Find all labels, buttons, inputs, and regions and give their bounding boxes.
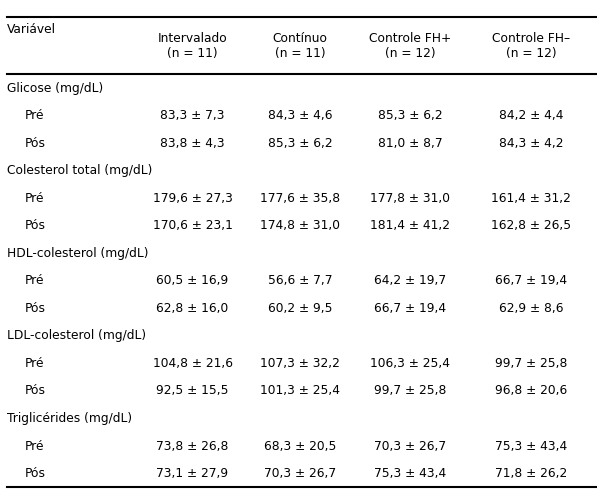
Text: 68,3 ± 20,5: 68,3 ± 20,5 — [264, 439, 336, 452]
Text: 64,2 ± 19,7: 64,2 ± 19,7 — [374, 274, 447, 287]
Text: 66,7 ± 19,4: 66,7 ± 19,4 — [496, 274, 567, 287]
Text: Pós: Pós — [25, 384, 46, 397]
Text: 81,0 ± 8,7: 81,0 ± 8,7 — [378, 137, 443, 150]
Text: Pré: Pré — [25, 192, 45, 205]
Text: 181,4 ± 41,2: 181,4 ± 41,2 — [370, 219, 451, 232]
Text: Pós: Pós — [25, 302, 46, 315]
Text: 56,6 ± 7,7: 56,6 ± 7,7 — [267, 274, 333, 287]
Text: 70,3 ± 26,7: 70,3 ± 26,7 — [264, 467, 336, 480]
Text: 179,6 ± 27,3: 179,6 ± 27,3 — [153, 192, 232, 205]
Text: 84,2 ± 4,4: 84,2 ± 4,4 — [499, 109, 564, 122]
Text: 177,6 ± 35,8: 177,6 ± 35,8 — [260, 192, 340, 205]
Text: 83,3 ± 7,3: 83,3 ± 7,3 — [160, 109, 225, 122]
Text: 85,3 ± 6,2: 85,3 ± 6,2 — [378, 109, 443, 122]
Text: Pré: Pré — [25, 439, 45, 452]
Text: 106,3 ± 25,4: 106,3 ± 25,4 — [370, 357, 451, 370]
Text: 161,4 ± 31,2: 161,4 ± 31,2 — [491, 192, 571, 205]
Text: Colesterol total (mg/dL): Colesterol total (mg/dL) — [7, 164, 153, 177]
Text: 70,3 ± 26,7: 70,3 ± 26,7 — [374, 439, 447, 452]
Text: 92,5 ± 15,5: 92,5 ± 15,5 — [156, 384, 229, 397]
Text: 62,9 ± 8,6: 62,9 ± 8,6 — [499, 302, 564, 315]
Text: Controle FH–
(n = 12): Controle FH– (n = 12) — [493, 32, 570, 60]
Text: 99,7 ± 25,8: 99,7 ± 25,8 — [495, 357, 568, 370]
Text: Glicose (mg/dL): Glicose (mg/dL) — [7, 82, 103, 95]
Text: Contínuo
(n = 11): Contínuo (n = 11) — [272, 32, 328, 60]
Text: 177,8 ± 31,0: 177,8 ± 31,0 — [370, 192, 451, 205]
Text: Pós: Pós — [25, 467, 46, 480]
Text: 84,3 ± 4,6: 84,3 ± 4,6 — [267, 109, 333, 122]
Text: 170,6 ± 23,1: 170,6 ± 23,1 — [153, 219, 232, 232]
Text: 162,8 ± 26,5: 162,8 ± 26,5 — [491, 219, 571, 232]
Text: HDL-colesterol (mg/dL): HDL-colesterol (mg/dL) — [7, 247, 149, 260]
Text: 101,3 ± 25,4: 101,3 ± 25,4 — [260, 384, 340, 397]
Text: 60,2 ± 9,5: 60,2 ± 9,5 — [267, 302, 333, 315]
Text: 84,3 ± 4,2: 84,3 ± 4,2 — [499, 137, 564, 150]
Text: 75,3 ± 43,4: 75,3 ± 43,4 — [374, 467, 447, 480]
Text: 75,3 ± 43,4: 75,3 ± 43,4 — [495, 439, 568, 452]
Text: LDL-colesterol (mg/dL): LDL-colesterol (mg/dL) — [7, 329, 146, 342]
Text: Pré: Pré — [25, 109, 45, 122]
Text: 99,7 ± 25,8: 99,7 ± 25,8 — [374, 384, 447, 397]
Text: 73,1 ± 27,9: 73,1 ± 27,9 — [156, 467, 229, 480]
Text: Pré: Pré — [25, 274, 45, 287]
Text: Triglicérides (mg/dL): Triglicérides (mg/dL) — [7, 412, 133, 425]
Text: Intervalado
(n = 11): Intervalado (n = 11) — [158, 32, 227, 60]
Text: 104,8 ± 21,6: 104,8 ± 21,6 — [152, 357, 233, 370]
Text: 85,3 ± 6,2: 85,3 ± 6,2 — [267, 137, 333, 150]
Text: 62,8 ± 16,0: 62,8 ± 16,0 — [156, 302, 229, 315]
Text: Pós: Pós — [25, 137, 46, 150]
Text: Controle FH+
(n = 12): Controle FH+ (n = 12) — [370, 32, 451, 60]
Text: Pós: Pós — [25, 219, 46, 232]
Text: 66,7 ± 19,4: 66,7 ± 19,4 — [374, 302, 447, 315]
Text: Pré: Pré — [25, 357, 45, 370]
Text: 71,8 ± 26,2: 71,8 ± 26,2 — [495, 467, 568, 480]
Text: 96,8 ± 20,6: 96,8 ± 20,6 — [495, 384, 568, 397]
Text: 83,8 ± 4,3: 83,8 ± 4,3 — [160, 137, 225, 150]
Text: Variável: Variável — [7, 23, 56, 36]
Text: 174,8 ± 31,0: 174,8 ± 31,0 — [260, 219, 340, 232]
Text: 73,8 ± 26,8: 73,8 ± 26,8 — [156, 439, 229, 452]
Text: 107,3 ± 32,2: 107,3 ± 32,2 — [260, 357, 340, 370]
Text: 60,5 ± 16,9: 60,5 ± 16,9 — [156, 274, 229, 287]
